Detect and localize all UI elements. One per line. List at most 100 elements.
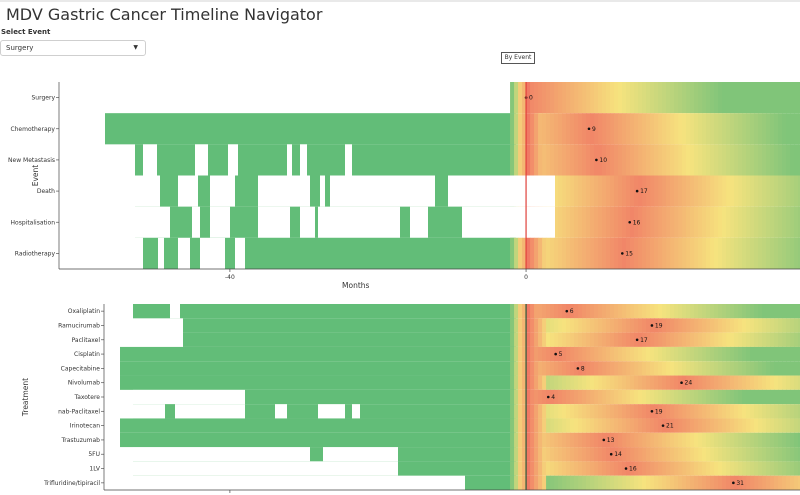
heatmap-cell (678, 332, 683, 347)
heatmap-cell (558, 206, 563, 238)
heatmap-cell (758, 206, 763, 238)
event-select[interactable]: Surgery ▼ (0, 40, 146, 56)
row-label-death: Death (37, 188, 55, 195)
heatmap-gap (192, 206, 200, 238)
heatmap-cell (574, 404, 579, 419)
heatmap-cell (786, 82, 791, 114)
x-axis-label: Months (342, 281, 370, 290)
heatmap-cell (634, 113, 639, 145)
heatmap-cell (546, 375, 551, 390)
heatmap-gap (287, 144, 292, 176)
heatmap-cell (534, 432, 539, 448)
row-label-new-metastasis: New Metastasis (8, 157, 55, 164)
heatmap-gap (320, 175, 325, 207)
heatmap-cell (698, 389, 703, 405)
heatmap-cell (682, 175, 687, 207)
heatmap-cell (670, 389, 675, 405)
heatmap-cell (754, 404, 759, 419)
heatmap-cell (702, 418, 707, 433)
heatmap-cell (566, 361, 571, 376)
heatmap-cell (646, 175, 651, 207)
annotation-paclitaxel: 17 (640, 337, 648, 344)
heatmap-cell (778, 389, 783, 405)
heatmap-cell (658, 404, 663, 419)
heatmap-cell (634, 361, 639, 376)
heatmap-cell (514, 432, 519, 448)
heatmap-cell (754, 175, 759, 207)
annotation-dot-radiotherapy (621, 252, 624, 255)
heatmap-cell (670, 361, 675, 376)
heatmap-cell (566, 346, 571, 362)
heatmap-cell (718, 346, 723, 362)
heatmap-cell (586, 175, 591, 207)
heatmap-cell (766, 144, 771, 176)
heatmap-cell (598, 404, 603, 419)
heatmap-cell (558, 332, 563, 347)
heatmap-cell (726, 404, 731, 419)
heatmap-cell (638, 304, 643, 319)
heatmap-cell (554, 332, 559, 347)
heatmap-cell (726, 346, 731, 362)
heatmap-cell (582, 418, 587, 433)
heatmap-cell (702, 318, 707, 333)
heatmap-cell (682, 475, 687, 490)
heatmap-cell (622, 206, 627, 238)
heatmap-cell (602, 389, 607, 405)
heatmap-cell (710, 432, 715, 448)
heatmap-cell (602, 461, 607, 476)
heatmap-cell (666, 82, 671, 114)
heatmap-cell (722, 237, 727, 269)
heatmap-cell (626, 447, 631, 462)
heatmap-cell (562, 447, 567, 462)
heatmap-cell (562, 346, 567, 362)
heatmap-cell (642, 318, 647, 333)
heatmap-cell (706, 113, 711, 145)
heatmap-cell (634, 82, 639, 114)
heatmap-cell (742, 113, 747, 145)
by-event-button[interactable]: By Event (501, 52, 535, 64)
heatmap-cell (730, 318, 735, 333)
heatmap-cell (722, 318, 727, 333)
heatmap-cell (770, 361, 775, 376)
heatmap-cell (654, 304, 659, 319)
heatmap-cell (694, 206, 699, 238)
heatmap-cell (766, 304, 771, 319)
heatmap-cell (662, 304, 667, 319)
heatmap-cell (566, 447, 571, 462)
heatmap-cell (646, 332, 651, 347)
heatmap-cell (786, 332, 791, 347)
heatmap-cell (642, 332, 647, 347)
heatmap-cell (518, 447, 523, 462)
heatmap-gap (210, 175, 235, 207)
heatmap-cell (690, 318, 695, 333)
heatmap-cell (510, 113, 515, 145)
heatmap-cell (698, 418, 703, 433)
heatmap-cell (642, 432, 647, 448)
heatmap-cell (622, 404, 627, 419)
heatmap-cell (598, 318, 603, 333)
heatmap-cell (566, 144, 571, 176)
heatmap-cell (510, 432, 515, 448)
heatmap-cell (626, 361, 631, 376)
heatmap-cell (734, 404, 739, 419)
heatmap-cell (622, 346, 627, 362)
heatmap-cell (722, 389, 727, 405)
heatmap-cell (734, 237, 739, 269)
heatmap-cell (730, 206, 735, 238)
heatmap-cell (706, 175, 711, 207)
heatmap-cell (514, 361, 519, 376)
heatmap-cell (598, 418, 603, 433)
heatmap-cell (558, 432, 563, 448)
heatmap-cell (634, 404, 639, 419)
heatmap-cell (662, 82, 667, 114)
heatmap-cell (658, 432, 663, 448)
heatmap-cell (750, 418, 755, 433)
heatmap-cell (646, 475, 651, 490)
heatmap-cell (638, 361, 643, 376)
heatmap-cell (714, 175, 719, 207)
heatmap-cell (646, 447, 651, 462)
heatmap-cell (686, 461, 691, 476)
heatmap-cell (718, 432, 723, 448)
heatmap-cell (754, 361, 759, 376)
heatmap-row-surgery (510, 82, 800, 114)
